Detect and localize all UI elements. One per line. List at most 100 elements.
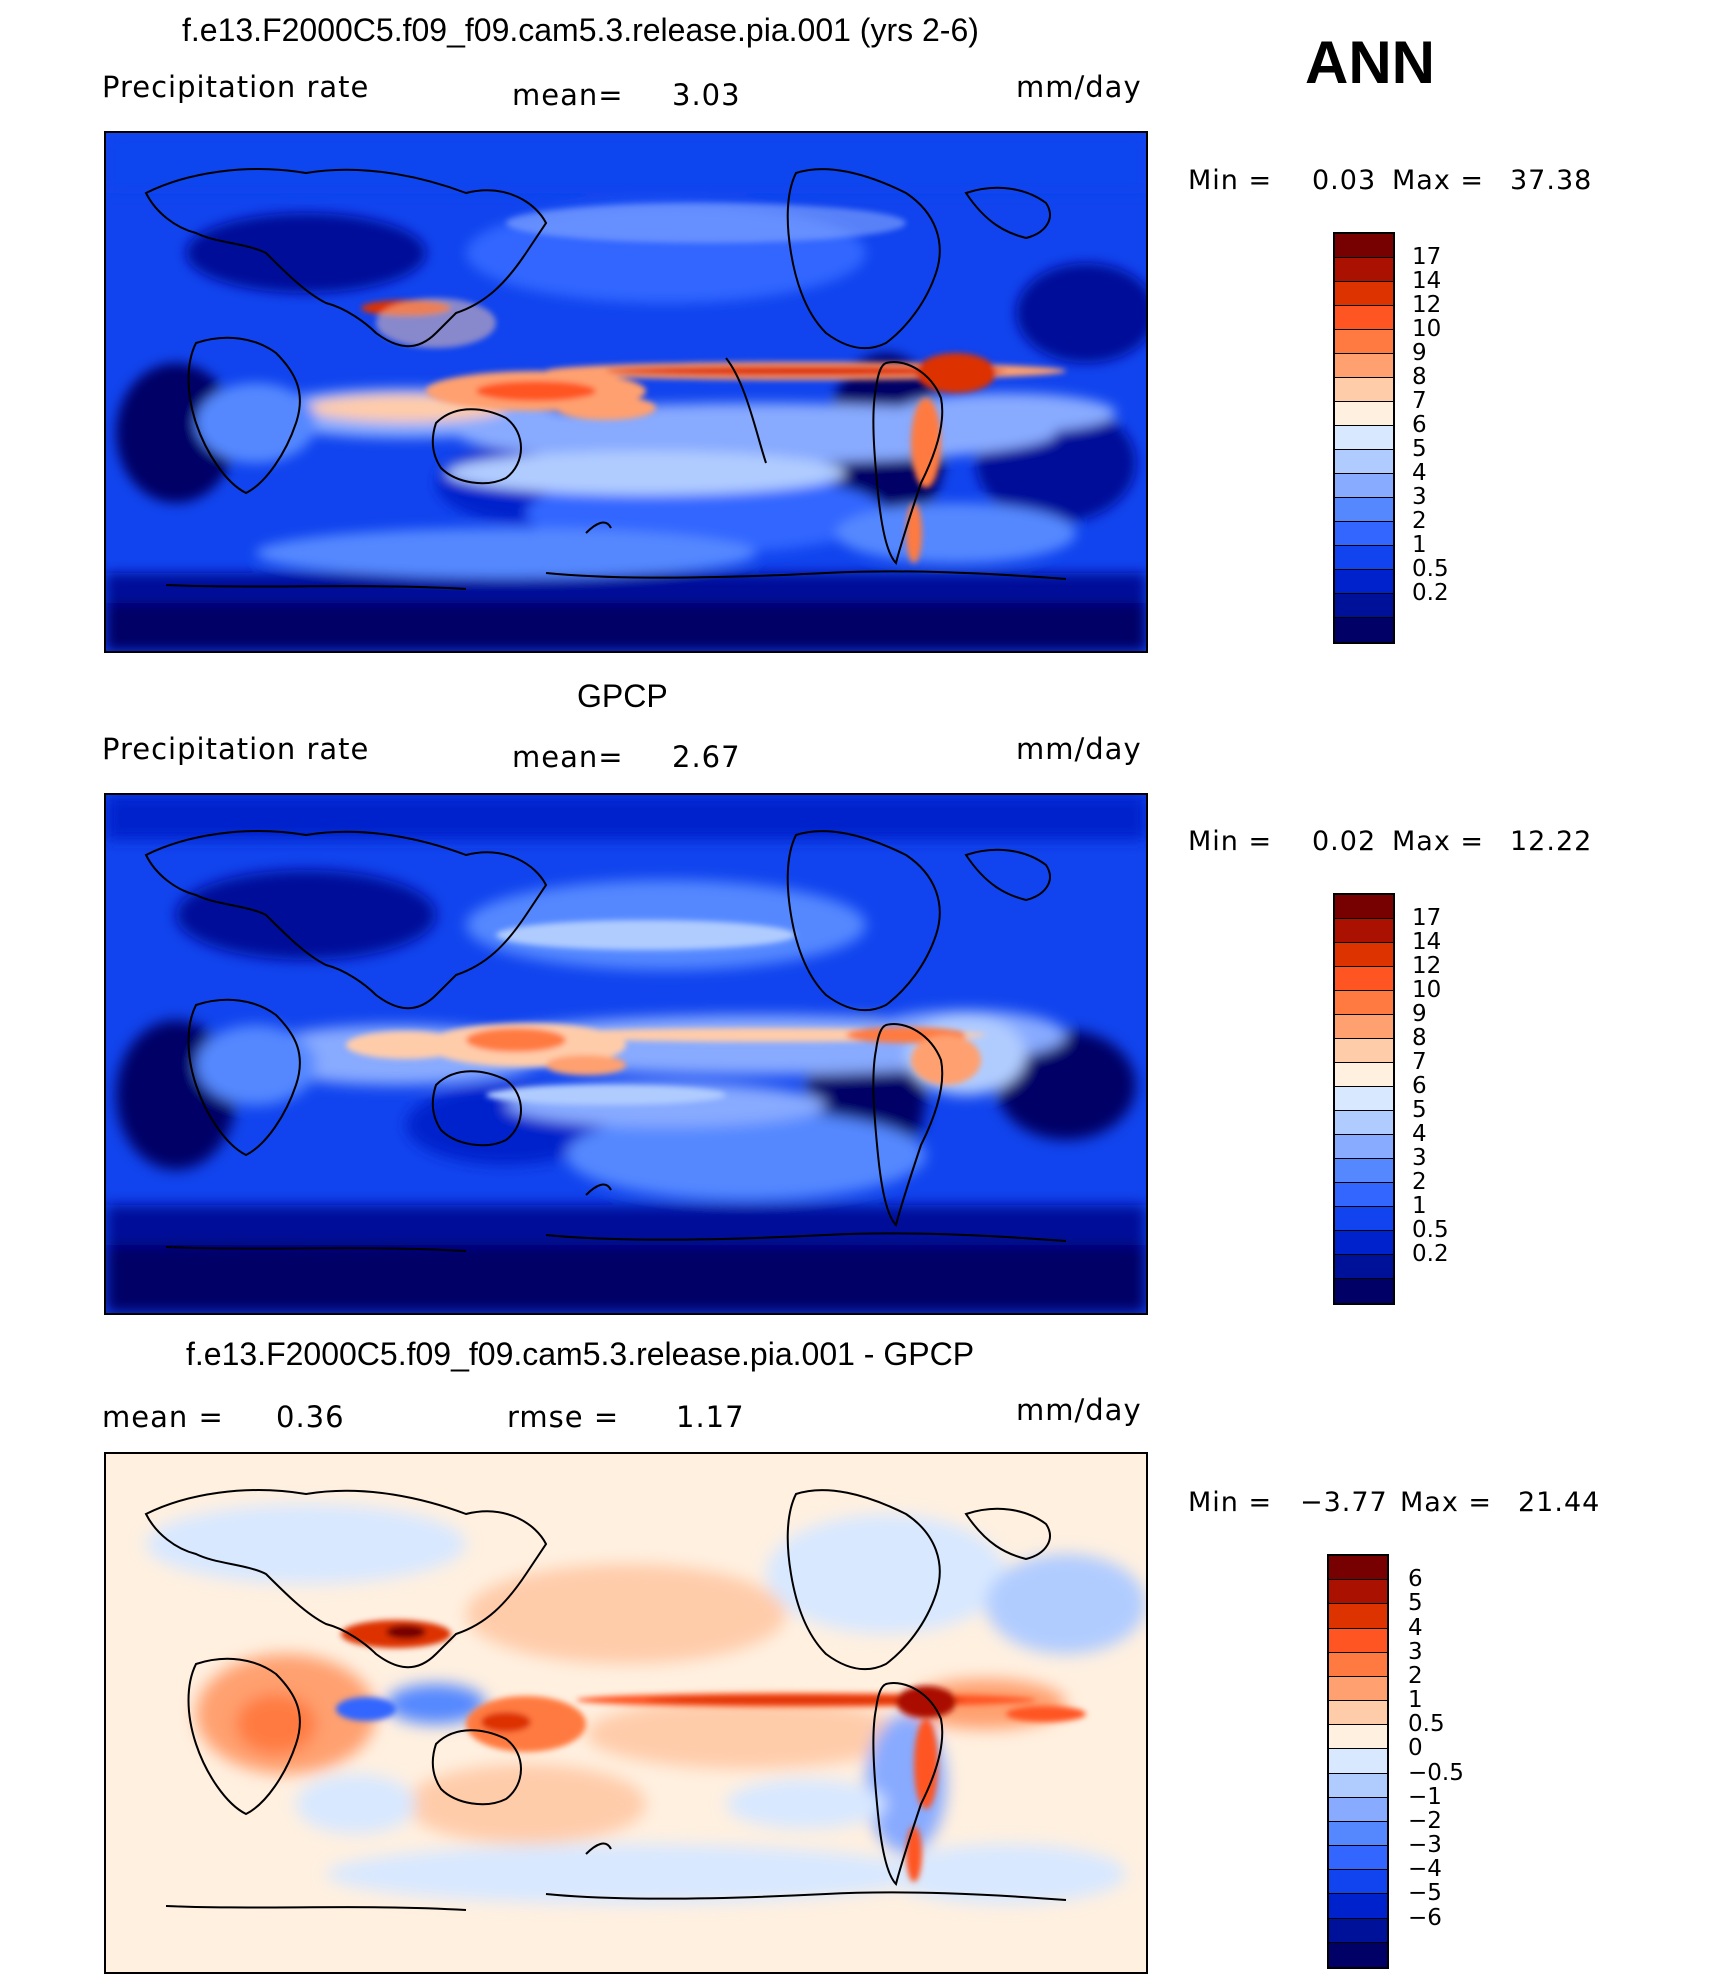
panel2-min-value: 0.02 (1312, 826, 1377, 857)
panel1-min-label: Min = (1188, 165, 1273, 196)
colorbar-tick-label: 2 (1412, 508, 1427, 534)
panel2-min-label: Min = (1188, 826, 1273, 857)
colorbar-tick-label: 4 (1412, 1121, 1427, 1147)
colorbar-segment (1335, 522, 1393, 546)
panel3-rmse-label: rmse = (507, 1400, 620, 1434)
colorbar-segment (1335, 919, 1393, 943)
panel2-title: GPCP (577, 678, 668, 714)
panel1-mean-value: 3.03 (672, 78, 741, 112)
colorbar-segment (1329, 1604, 1387, 1629)
panel2-mean-label: mean= (512, 740, 624, 774)
colorbar-tick-label: 5 (1408, 1590, 1423, 1617)
colorbar-tick-label: 0.5 (1412, 556, 1449, 582)
panel2-map (104, 793, 1148, 1315)
panel2-max-label: Max = (1392, 826, 1485, 857)
panel1-max-value: 37.38 (1510, 165, 1593, 196)
colorbar-tick-label: 6 (1412, 412, 1427, 438)
colorbar-segment (1335, 330, 1393, 354)
colorbar-segment (1329, 1821, 1387, 1847)
colorbar-segment (1335, 450, 1393, 474)
colorbar-segment (1329, 1918, 1387, 1943)
colorbar-segment (1329, 1942, 1387, 1967)
colorbar-tick-label: 0 (1408, 1735, 1423, 1762)
colorbar-segment (1329, 1556, 1387, 1581)
colorbar-tick-label: 3 (1412, 484, 1427, 510)
colorbar-segment (1335, 895, 1393, 919)
panel3-rmse-value: 1.17 (676, 1400, 745, 1434)
panel3-colorbar (1327, 1554, 1389, 1969)
colorbar-segment (1335, 1255, 1393, 1279)
colorbar-tick-label: 3 (1408, 1638, 1423, 1665)
colorbar-segment (1335, 570, 1393, 594)
panel2-variable-label: Precipitation rate (102, 732, 370, 766)
colorbar-segment (1335, 1135, 1393, 1159)
colorbar-segment (1329, 1797, 1387, 1822)
colorbar-segment (1335, 1063, 1393, 1087)
colorbar-segment (1329, 1846, 1387, 1871)
colorbar-tick-label: 10 (1412, 316, 1442, 342)
colorbar-segment (1329, 1773, 1387, 1798)
panel1-mean-label: mean= (512, 78, 624, 112)
colorbar-segment (1335, 991, 1393, 1015)
colorbar-segment (1335, 234, 1393, 258)
colorbar-segment (1335, 258, 1393, 282)
colorbar-tick-label: −4 (1408, 1856, 1442, 1883)
colorbar-tick-label: 8 (1412, 364, 1427, 390)
colorbar-segment (1329, 1628, 1387, 1653)
colorbar-tick-label: −6 (1408, 1904, 1442, 1931)
colorbar-segment (1335, 967, 1393, 991)
panel1-colorbar (1333, 232, 1395, 644)
colorbar-tick-label: 6 (1412, 1073, 1427, 1099)
colorbar-segment (1329, 1749, 1387, 1774)
colorbar-tick-label: 14 (1412, 929, 1442, 955)
colorbar-segment (1335, 594, 1393, 618)
colorbar-segment (1335, 1039, 1393, 1063)
panel1-title: f.e13.F2000C5.f09_f09.cam5.3.release.pia… (182, 12, 979, 48)
colorbar-tick-label: 14 (1412, 268, 1442, 294)
colorbar-segment (1335, 943, 1393, 967)
panel1-variable-label: Precipitation rate (102, 70, 370, 104)
colorbar-tick-label: 0.2 (1412, 580, 1449, 606)
colorbar-segment (1329, 1725, 1387, 1750)
colorbar-segment (1335, 1279, 1393, 1303)
colorbar-segment (1329, 1870, 1387, 1895)
season-label: ANN (1305, 29, 1435, 96)
colorbar-tick-label: 2 (1408, 1662, 1423, 1689)
panel3-map (104, 1452, 1148, 1974)
colorbar-tick-label: 9 (1412, 340, 1427, 366)
panel3-min-label: Min = (1188, 1487, 1273, 1518)
colorbar-tick-label: 7 (1412, 1049, 1427, 1075)
colorbar-tick-label: 1 (1408, 1687, 1423, 1714)
panel2-units: mm/day (1016, 732, 1142, 766)
colorbar-segment (1335, 1111, 1393, 1135)
panel1-max-label: Max = (1392, 165, 1485, 196)
colorbar-segment (1335, 1231, 1393, 1255)
colorbar-tick-label: 8 (1412, 1025, 1427, 1051)
colorbar-segment (1329, 1894, 1387, 1919)
panel1-units: mm/day (1016, 70, 1142, 104)
panel3-mean-value: 0.36 (276, 1400, 345, 1434)
colorbar-segment (1335, 546, 1393, 570)
colorbar-segment (1335, 498, 1393, 522)
colorbar-segment (1335, 1015, 1393, 1039)
colorbar-tick-label: −3 (1408, 1832, 1442, 1859)
colorbar-segment (1335, 474, 1393, 498)
colorbar-tick-label: 3 (1412, 1145, 1427, 1171)
panel3-max-value: 21.44 (1518, 1487, 1601, 1518)
colorbar-segment (1329, 1701, 1387, 1726)
colorbar-segment (1335, 282, 1393, 306)
colorbar-tick-label: 2 (1412, 1169, 1427, 1195)
colorbar-tick-label: 17 (1412, 244, 1442, 270)
panel2-colorbar (1333, 893, 1395, 1305)
colorbar-tick-label: 1 (1412, 1193, 1427, 1219)
colorbar-tick-label: 12 (1412, 953, 1442, 979)
panel3-max-label: Max = (1400, 1487, 1493, 1518)
colorbar-tick-label: 12 (1412, 292, 1442, 318)
colorbar-tick-label: 0.5 (1412, 1217, 1449, 1243)
colorbar-tick-label: 1 (1412, 532, 1427, 558)
panel3-min-value: −3.77 (1300, 1487, 1388, 1518)
colorbar-tick-label: −2 (1408, 1807, 1442, 1834)
colorbar-tick-label: −1 (1408, 1783, 1442, 1810)
colorbar-tick-label: −5 (1408, 1880, 1442, 1907)
colorbar-tick-label: −0.5 (1408, 1759, 1464, 1786)
